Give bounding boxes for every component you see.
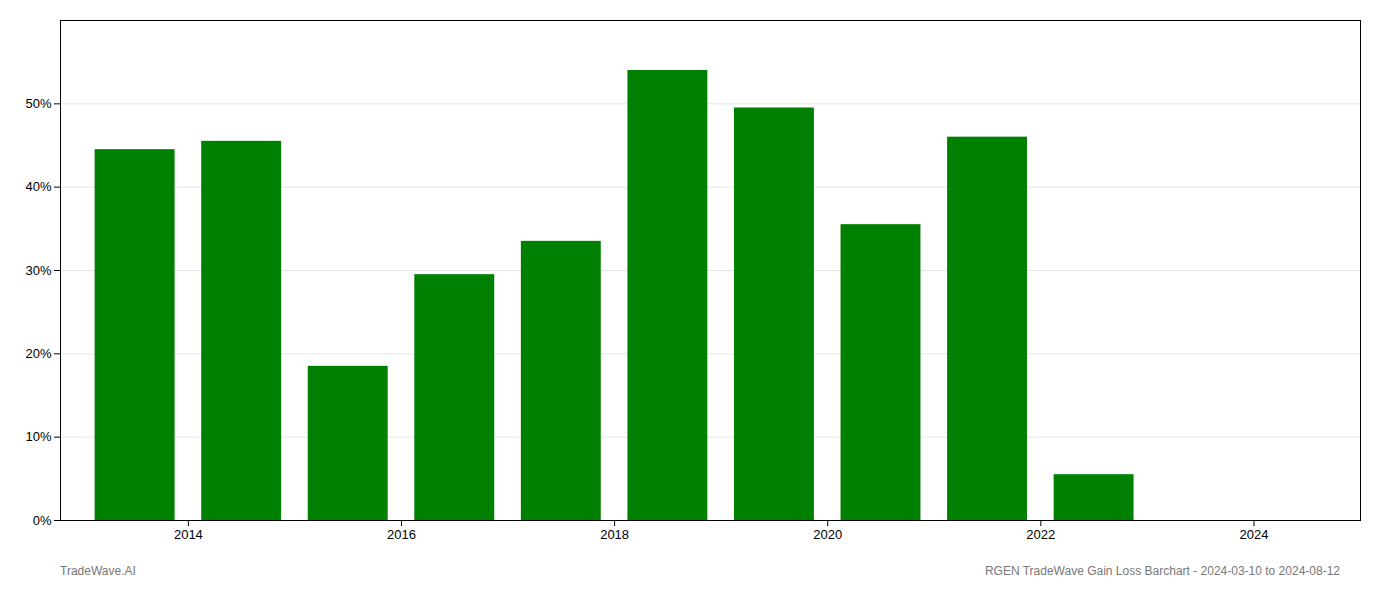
svg-text:2014: 2014 [174, 527, 203, 542]
svg-text:2020: 2020 [813, 527, 842, 542]
svg-text:0%: 0% [33, 513, 52, 528]
svg-text:2018: 2018 [600, 527, 629, 542]
html-text:TradeWave.AI: TradeWave.AI [60, 564, 136, 578]
svg-text:2024: 2024 [1239, 527, 1268, 542]
svg-text:20%: 20% [25, 346, 51, 361]
html-text:RGEN TradeWave Gain Loss Barch: RGEN TradeWave Gain Loss Barchart - 2024… [984, 564, 1340, 578]
svg-text:10%: 10% [25, 429, 51, 444]
svg-text:50%: 50% [25, 96, 51, 111]
svg-text:2022: 2022 [1026, 527, 1055, 542]
svg-text:40%: 40% [25, 179, 51, 194]
svg-text:2016: 2016 [387, 527, 416, 542]
svg-text:30%: 30% [25, 263, 51, 278]
